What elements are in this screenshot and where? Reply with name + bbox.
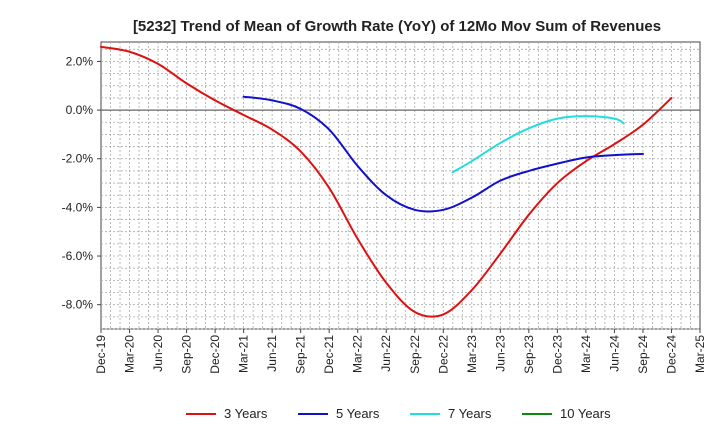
y-tick-label: -2.0% (62, 152, 94, 166)
x-tick-label: Mar-24 (579, 335, 593, 373)
x-tick-label: Sep-21 (294, 335, 308, 374)
legend-label-10-years: 10 Years (560, 406, 611, 421)
x-tick-label: Jun-20 (151, 335, 165, 372)
x-tick-label: Mar-23 (465, 335, 479, 373)
x-tick-label: Sep-24 (636, 335, 650, 374)
x-tick-label: Mar-25 (693, 335, 707, 373)
x-tick-label: Jun-24 (607, 335, 621, 372)
x-tick-label: Sep-20 (180, 335, 194, 374)
legend-label-7-years: 7 Years (448, 406, 492, 421)
x-tick-label: Jun-21 (265, 335, 279, 372)
x-tick-label: Dec-22 (436, 335, 450, 374)
x-tick-label: Jun-22 (379, 335, 393, 372)
chart-title: [5232] Trend of Mean of Growth Rate (YoY… (133, 18, 661, 35)
y-tick-label: -6.0% (62, 249, 94, 263)
legend: 3 Years 5 Years 7 Years 10 Years (186, 406, 611, 421)
x-tick-label: Dec-24 (664, 335, 678, 374)
x-tick-label: Mar-20 (123, 335, 137, 373)
x-tick-label: Dec-19 (94, 335, 108, 374)
y-tick-label: -8.0% (62, 298, 94, 312)
x-tick-label: Mar-21 (237, 335, 251, 373)
x-tick-label: Dec-23 (550, 335, 564, 374)
y-tick-label: -4.0% (62, 200, 94, 214)
series-line-3-years (100, 45, 673, 318)
legend-label-3-years: 3 Years (224, 406, 268, 421)
axis-layer: 2.0% 0.0% -2.0% -4.0% -6.0% -8.0% Dec-19 Mar-20… (62, 54, 707, 373)
x-tick-label: Dec-21 (322, 335, 336, 374)
series-line-5-years (242, 95, 644, 213)
y-tick-label: 0.0% (66, 103, 94, 117)
x-tick-label: Sep-23 (522, 335, 536, 374)
series-layer (100, 45, 673, 318)
x-tick-label: Mar-22 (351, 335, 365, 373)
x-tick-label: Dec-20 (208, 335, 222, 374)
legend-label-5-years: 5 Years (336, 406, 380, 421)
series-line-7-years (451, 115, 625, 174)
x-tick-label: Jun-23 (493, 335, 507, 372)
grid-layer (101, 42, 700, 330)
x-tick-label: Sep-22 (408, 335, 422, 374)
plot-area (100, 41, 701, 330)
y-tick-label: 2.0% (66, 54, 94, 68)
